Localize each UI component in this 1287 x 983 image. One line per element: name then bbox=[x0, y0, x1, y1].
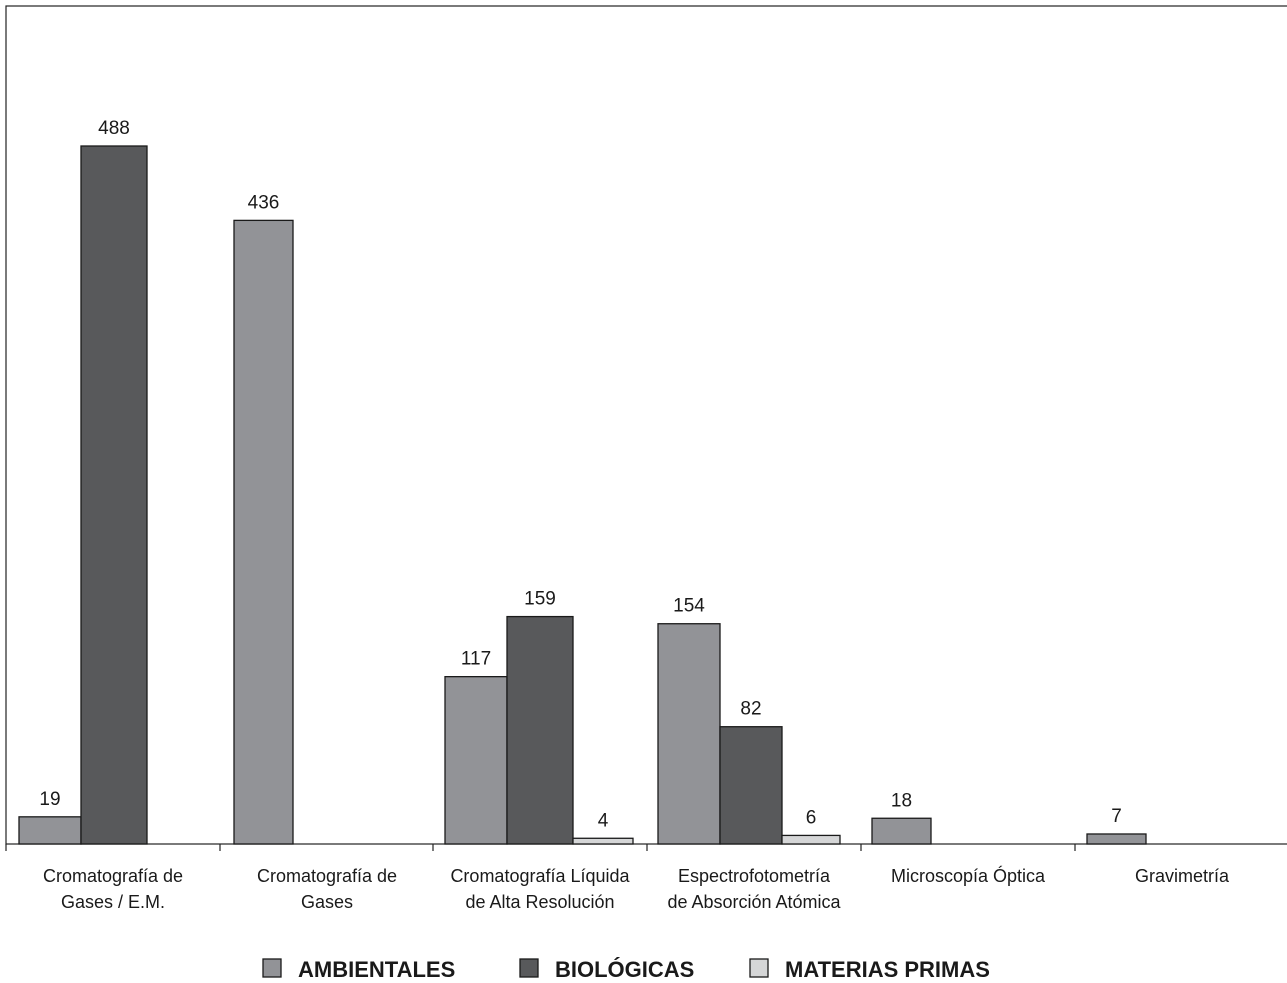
data-label: 159 bbox=[524, 589, 556, 610]
x-tick-label: Microscopía Óptica bbox=[891, 865, 1046, 886]
legend-swatch bbox=[519, 958, 539, 978]
data-label: 4 bbox=[598, 810, 609, 831]
bar-biol-gicas-3 bbox=[719, 726, 783, 845]
bar-biol-gicas-0 bbox=[80, 145, 148, 845]
plot-area-frame bbox=[5, 5, 1287, 845]
data-label: 6 bbox=[806, 807, 817, 828]
legend-label: MATERIAS PRIMAS bbox=[785, 957, 990, 982]
legend-label: AMBIENTALES bbox=[298, 957, 455, 982]
bar-materias-primas-2 bbox=[572, 837, 634, 845]
data-label: 19 bbox=[39, 789, 60, 810]
x-axis-tick-labels: Cromatografía de Gases / E.M. Cromatografí… bbox=[43, 865, 1230, 912]
x-axis-ticks bbox=[5, 844, 1076, 851]
data-label: 436 bbox=[248, 192, 280, 213]
bar-ambientales-4 bbox=[871, 817, 932, 845]
data-label: 7 bbox=[1111, 806, 1122, 827]
bar-biol-gicas-2 bbox=[506, 615, 574, 845]
data-label: 154 bbox=[673, 596, 705, 617]
bar-ambientales-0 bbox=[18, 816, 82, 845]
legend: AMBIENTALES BIOLÓGICAS MATERIAS PRIMAS bbox=[262, 957, 990, 982]
x-tick-label: Espectrofotometría de Absorción Atómica bbox=[667, 866, 841, 912]
bar-ambientales-3 bbox=[657, 623, 721, 845]
bar-ambientales-1 bbox=[233, 219, 294, 845]
bars bbox=[18, 145, 1147, 845]
x-tick-label: Cromatografía de Gases / E.M. bbox=[43, 866, 183, 912]
data-label: 18 bbox=[891, 790, 912, 811]
data-label: 82 bbox=[740, 699, 761, 720]
bar-ambientales-5 bbox=[1086, 833, 1147, 845]
data-label: 488 bbox=[98, 118, 130, 139]
legend-swatch bbox=[749, 958, 769, 978]
bar-materias-primas-3 bbox=[781, 834, 841, 845]
legend-swatch bbox=[262, 958, 282, 978]
x-tick-label: Cromatografía de Gases bbox=[257, 866, 397, 912]
x-tick-label: Cromatografía Líquida de Alta Resolución bbox=[450, 866, 630, 912]
x-tick-label: Gravimetría bbox=[1135, 866, 1230, 886]
legend-label: BIOLÓGICAS bbox=[555, 957, 694, 982]
data-labels: 19 488 436 117 159 4 154 82 6 18 7 bbox=[39, 118, 1121, 831]
data-label: 117 bbox=[461, 649, 491, 670]
bar-ambientales-2 bbox=[444, 676, 508, 845]
